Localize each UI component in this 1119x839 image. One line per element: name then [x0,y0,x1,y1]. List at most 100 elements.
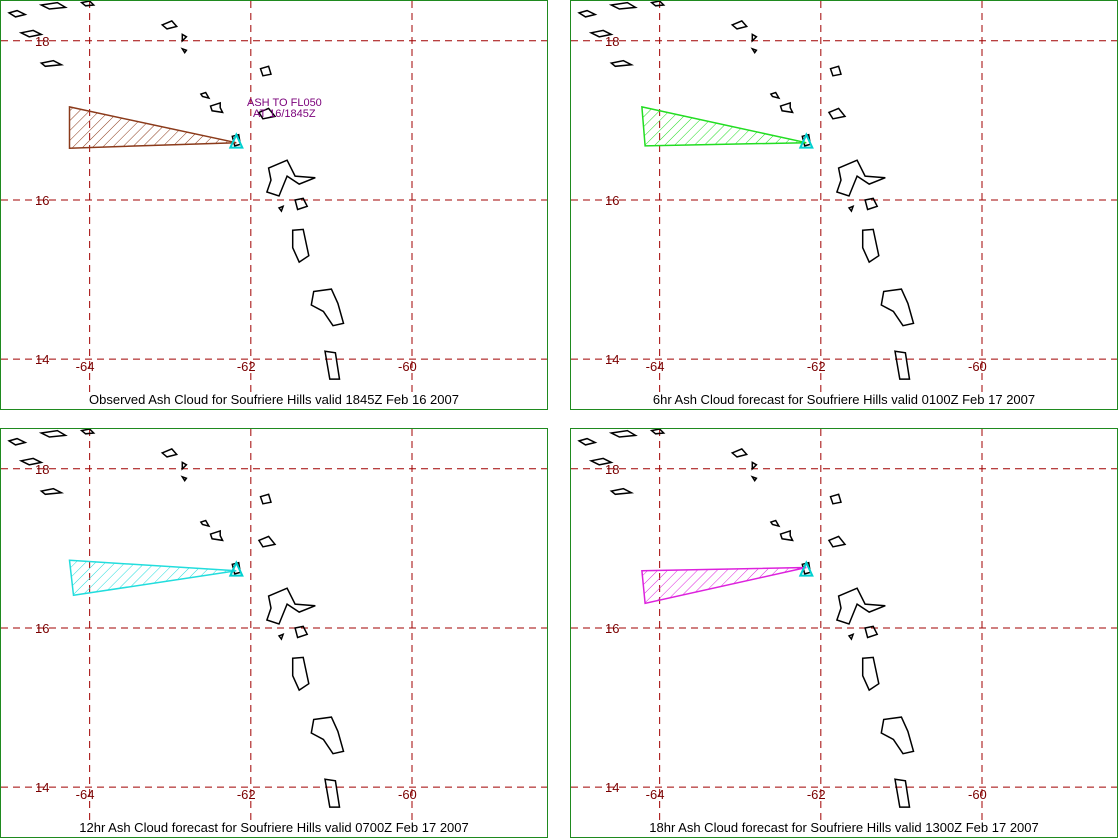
lat-tick-label: 16 [605,621,619,636]
island-outline [827,535,847,548]
island-outline [829,493,842,505]
island-outline [750,475,758,483]
island-outline [79,1,96,7]
island-outline [257,535,277,548]
volcano-icon [228,132,244,149]
island-outline [181,461,188,471]
ash-annotation-text: ASH TO FL050 [247,97,322,109]
lon-tick-label: -60 [968,787,987,802]
lat-tick-label: 18 [605,34,619,49]
lat-tick-label: 18 [35,34,49,49]
island-outline [18,457,44,466]
island-outline [209,529,224,542]
island-outline [588,29,614,38]
island-outline [199,519,211,528]
ash-cloud-polygon [68,559,237,597]
lon-tick-label: -60 [398,359,417,374]
island-outline [181,33,188,43]
island-outline [835,587,886,625]
island-outline [180,47,188,55]
ash-cloud-polygon [68,105,237,149]
island-outline [750,47,758,55]
lon-tick-label: -62 [237,787,256,802]
island-outline [864,625,879,639]
island-outline [577,9,598,18]
map-canvas: 18 16 14 -64 -62 -60 [571,1,1117,396]
map-panel-6hr-forecast: 18 16 14 -64 -62 -60 6hr Ash Cloud forecast f… [570,0,1118,410]
island-outline [847,205,855,213]
island-outline [257,107,277,120]
lat-tick-label: 14 [605,780,619,795]
island-outline [199,91,211,100]
island-outline [779,529,794,542]
island-outline [259,493,272,505]
island-outline [649,429,666,435]
lon-tick-label: -64 [76,787,95,802]
lon-tick-label: -60 [968,359,987,374]
island-outline [769,519,781,528]
island-outline [588,457,614,466]
island-outline [291,228,310,264]
lon-tick-label: -64 [76,359,95,374]
island-outline [180,475,188,483]
ash-cloud-polygon [641,566,807,605]
ash-cloud-polygon [641,105,807,147]
island-outline [894,778,911,808]
lon-tick-label: -62 [237,359,256,374]
panel-caption: 18hr Ash Cloud forecast for Soufriere Hi… [649,820,1039,835]
island-outline [265,159,316,197]
island-outline [880,716,915,755]
island-outline [310,288,345,327]
volcano-icon [228,560,244,577]
lon-tick-label: -60 [398,787,417,802]
island-outline [291,656,310,692]
lon-tick-label: -64 [646,787,665,802]
volcano-icon [798,132,814,149]
island-outline [79,429,96,435]
volcano-icon [798,560,814,577]
island-outline [835,159,886,197]
lat-tick-label: 14 [35,352,49,367]
island-outline [861,228,880,264]
island-outline [769,91,781,100]
map-panel-18hr-forecast: 18 16 14 -64 -62 -60 18hr Ash Cloud forecast … [570,428,1118,838]
island-outline [277,205,285,213]
island-outline [730,448,749,458]
lat-tick-label: 16 [605,193,619,208]
island-outline [861,656,880,692]
lat-tick-label: 14 [605,352,619,367]
panel-caption: 6hr Ash Cloud forecast for Soufriere Hil… [652,392,1036,407]
map-canvas: 18 16 14 -64 -62 -60 [571,429,1117,824]
island-outline [894,350,911,380]
map-canvas: 18 16 14 -64 -62 -60 [1,429,547,824]
lon-tick-label: -62 [807,359,826,374]
lat-tick-label: 16 [35,621,49,636]
map-panel-observed: 18 16 14 -64 -62 -60 ASH TO FL050 AT 16/1845Z O… [0,0,548,410]
island-outline [294,625,309,639]
island-outline [751,461,758,471]
island-outline [324,778,341,808]
island-outline [827,107,847,120]
island-outline [38,429,68,438]
island-outline [39,487,65,496]
island-outline [751,33,758,43]
island-outline [730,20,749,30]
lat-tick-label: 18 [605,462,619,477]
island-outline [608,429,638,438]
island-outline [829,65,842,77]
island-outline [7,9,28,18]
ash-annotation-text: AT 16/1845Z [253,108,316,120]
island-outline [324,350,341,380]
island-outline [779,101,794,114]
island-outline [7,437,28,446]
lat-tick-label: 16 [35,193,49,208]
lon-tick-label: -62 [807,787,826,802]
island-outline [577,437,598,446]
island-outline [160,448,179,458]
island-outline [609,59,635,68]
map-panel-12hr-forecast: 18 16 14 -64 -62 -60 12hr Ash Cloud forecast … [0,428,548,838]
island-outline [265,587,316,625]
lat-tick-label: 18 [35,462,49,477]
island-outline [209,101,224,114]
